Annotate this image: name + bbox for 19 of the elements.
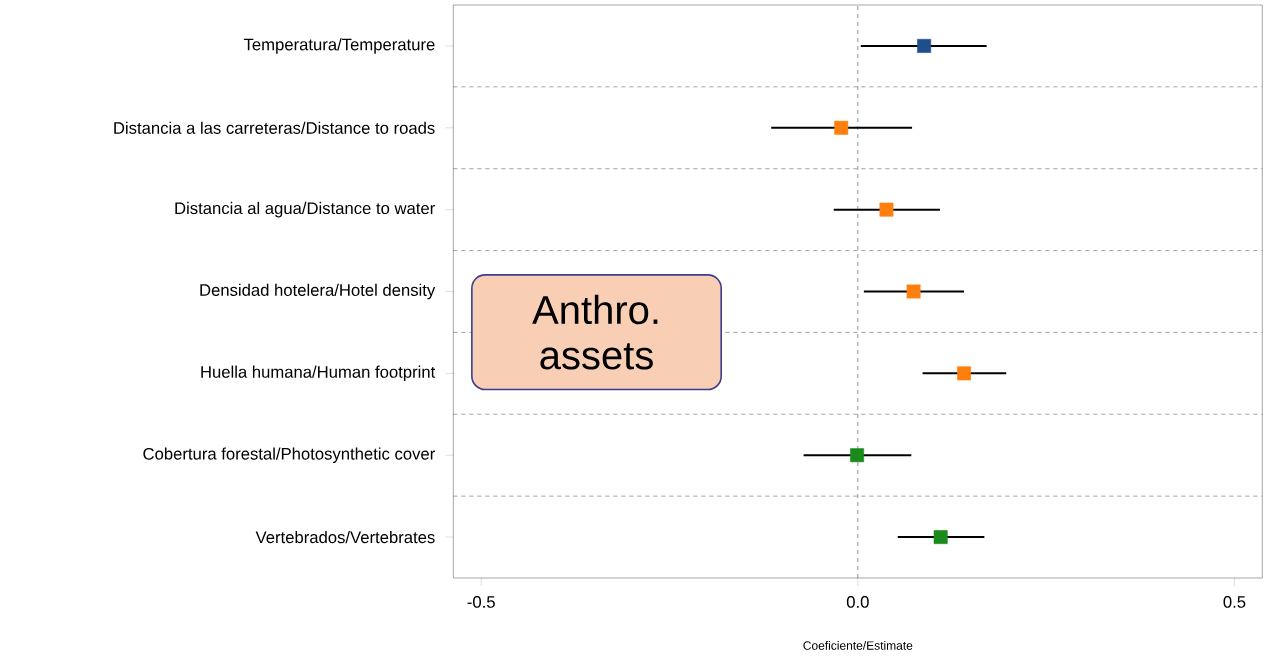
point	[850, 448, 865, 463]
x-axis-title: Coeficiente/Estimate	[803, 640, 913, 650]
point	[917, 38, 932, 53]
x-tick-label: 0.0	[846, 596, 869, 608]
point	[933, 530, 948, 544]
x-tick-label: 0.5	[1223, 596, 1246, 608]
y-tick-label: Huella humana/Human footprint	[201, 365, 436, 382]
x-tick-label: -0.5	[467, 596, 495, 608]
point	[906, 284, 921, 299]
point	[879, 202, 894, 217]
point	[834, 120, 849, 135]
y-tick-label: Densidad hotelera/Hotel density	[200, 283, 436, 300]
point	[957, 366, 971, 381]
annotation: Anthro. assets	[532, 294, 658, 370]
y-tick-label: Cobertura forestal/Photosynthetic cover	[143, 447, 435, 463]
y-tick-label: Distancia a las carreteras/Distance to roads	[114, 121, 435, 134]
y-tick-label: Temperatura/Temperature	[243, 38, 435, 54]
y-tick-label: Distancia al agua/Distance to water	[175, 201, 435, 218]
y-tick-label: Vertebrados/Vertebrates	[255, 530, 435, 544]
